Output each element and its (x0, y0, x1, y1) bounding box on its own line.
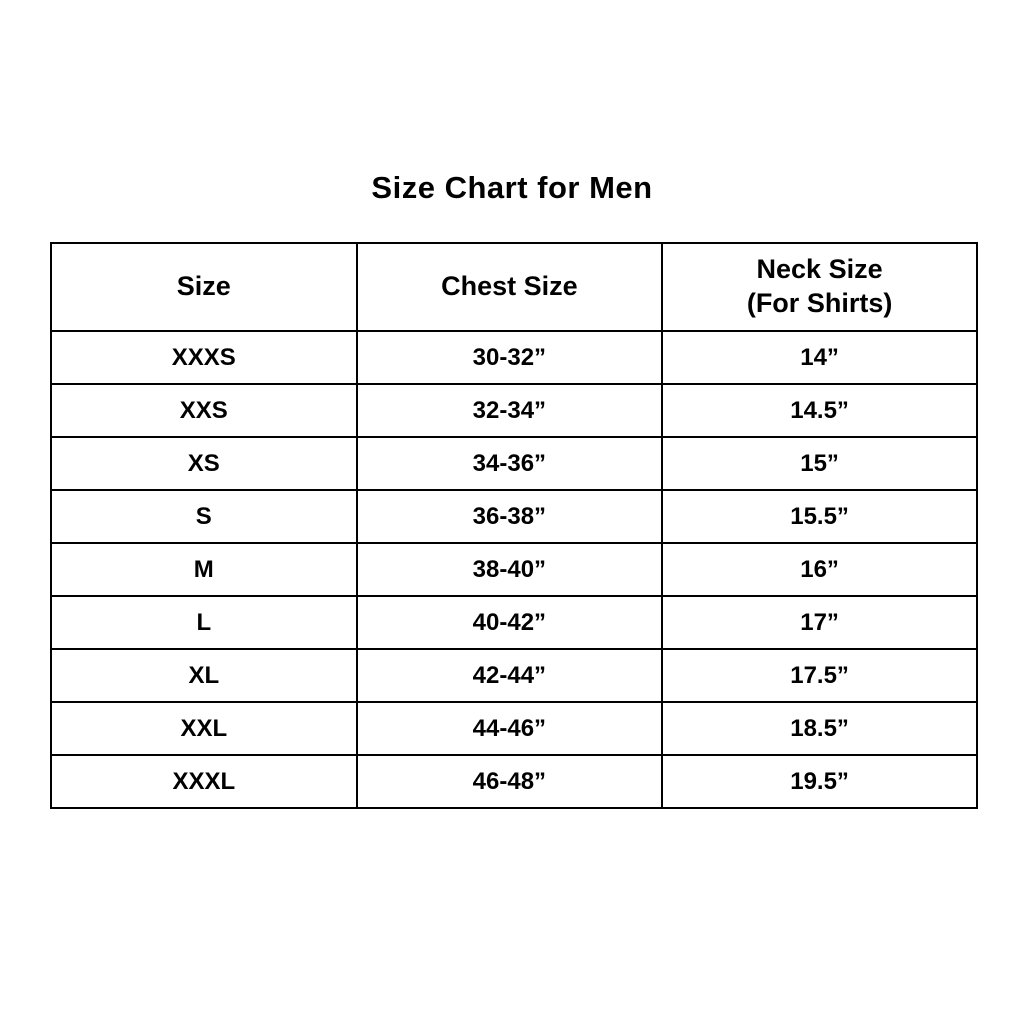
size-cell: XXL (50, 701, 358, 756)
column-header-neck-size: Neck Size (For Shirts) (661, 242, 978, 332)
neck-cell: 19.5” (661, 754, 978, 809)
size-chart-table: Size Chest Size Neck Size (For Shirts) X… (50, 242, 978, 809)
neck-cell: 14” (661, 330, 978, 385)
chest-cell: 30-32” (355, 330, 664, 385)
chest-cell: 34-36” (355, 436, 664, 491)
table-row: XS 34-36” 15” (50, 436, 978, 491)
size-cell: M (50, 542, 358, 597)
column-header-neck-sublabel: (For Shirts) (746, 288, 893, 318)
column-header-neck-label: Neck Size (756, 254, 883, 285)
chest-cell: 42-44” (355, 648, 664, 703)
size-cell: XXXS (50, 330, 358, 385)
neck-cell: 15” (661, 436, 978, 491)
table-row: XXL 44-46” 18.5” (50, 701, 978, 756)
chest-cell: 32-34” (355, 383, 664, 438)
column-header-size-label: Size (176, 271, 231, 302)
column-header-size: Size (50, 242, 358, 332)
neck-cell: 16” (661, 542, 978, 597)
table-row: XXXL 46-48” 19.5” (50, 754, 978, 809)
table-row: XL 42-44” 17.5” (50, 648, 978, 703)
neck-cell: 15.5” (661, 489, 978, 544)
table-row: M 38-40” 16” (50, 542, 978, 597)
page-title: Size Chart for Men (371, 170, 653, 205)
neck-cell: 17” (661, 595, 978, 650)
table-header-row: Size Chest Size Neck Size (For Shirts) (50, 242, 978, 332)
column-header-chest-label: Chest Size (441, 271, 578, 302)
table-row: S 36-38” 15.5” (50, 489, 978, 544)
neck-cell: 17.5” (661, 648, 978, 703)
size-cell: S (50, 489, 358, 544)
size-cell: XL (50, 648, 358, 703)
neck-cell: 18.5” (661, 701, 978, 756)
chest-cell: 38-40” (355, 542, 664, 597)
table-row: XXXS 30-32” 14” (50, 330, 978, 385)
chest-cell: 40-42” (355, 595, 664, 650)
size-cell: XXXL (50, 754, 358, 809)
chest-cell: 36-38” (355, 489, 664, 544)
size-cell: XS (50, 436, 358, 491)
size-cell: XXS (50, 383, 358, 438)
column-header-chest-size: Chest Size (355, 242, 664, 332)
chest-cell: 44-46” (355, 701, 664, 756)
neck-cell: 14.5” (661, 383, 978, 438)
size-cell: L (50, 595, 358, 650)
table-row: L 40-42” 17” (50, 595, 978, 650)
table-row: XXS 32-34” 14.5” (50, 383, 978, 438)
chest-cell: 46-48” (355, 754, 664, 809)
